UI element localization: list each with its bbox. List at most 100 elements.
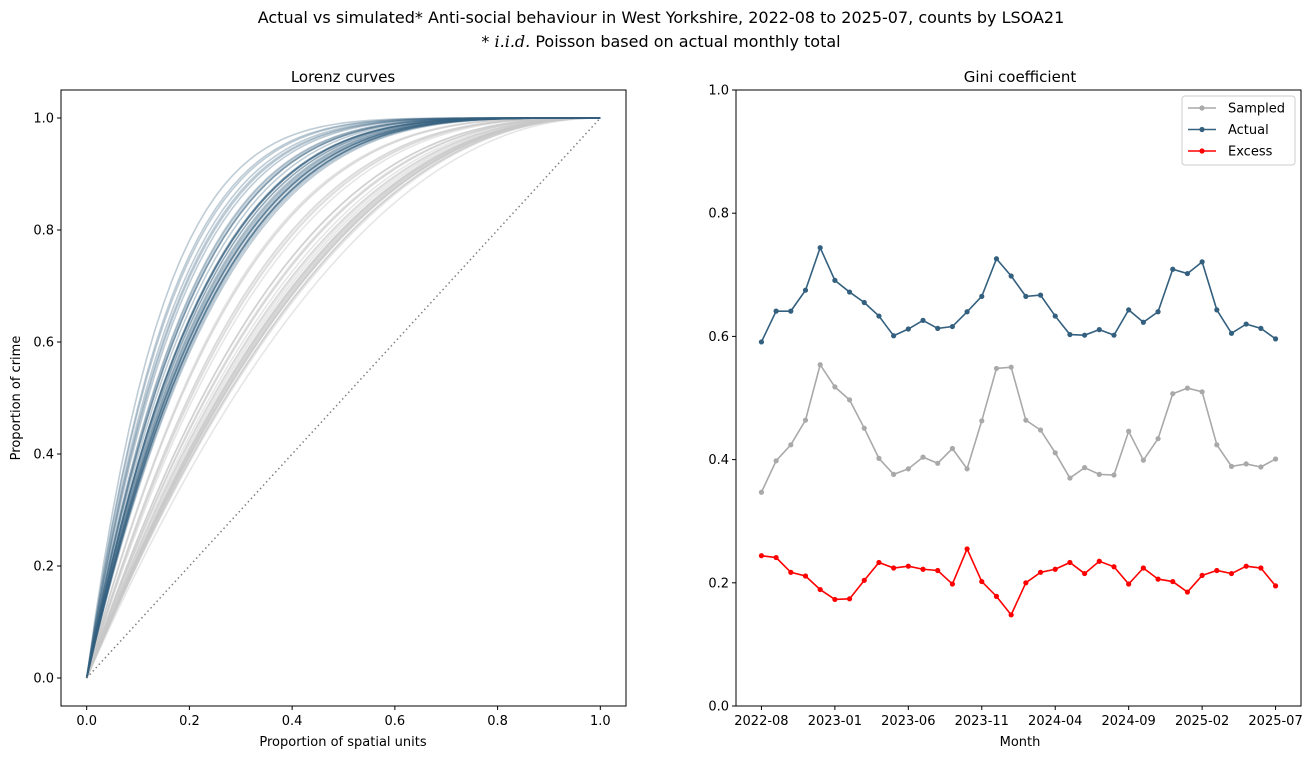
- gini-actual-point-12: [935, 325, 941, 331]
- lorenz-sampled-curve-13: [85, 117, 601, 679]
- gini-excess-point-14: [964, 546, 970, 552]
- lorenz-actual-curve-20: [85, 117, 601, 679]
- gini-actual-point-1: [773, 308, 779, 314]
- figure-title: Actual vs simulated* Anti-social behavio…: [258, 8, 1065, 27]
- lorenz-xtick-label-5: 1.0: [590, 714, 611, 729]
- lorenz-xlabel: Proportion of spatial units: [259, 735, 426, 750]
- gini-actual-point-6: [846, 289, 853, 295]
- lorenz-sampled-curve-9: [85, 117, 601, 679]
- lorenz-ytick-label-3: 0.6: [33, 336, 54, 351]
- gini-actual-point-13: [949, 323, 955, 330]
- lorenz-actual-curve-5: [85, 117, 601, 679]
- gini-excess-point-16: [993, 593, 1000, 599]
- gini-actual-point-0: [758, 339, 765, 345]
- gini-excess-point-32: [1228, 570, 1235, 577]
- gini-excess-point-9: [891, 565, 897, 571]
- lorenz-actual-curve-2: [85, 117, 601, 679]
- gini-legend-sampled-marker: [1199, 105, 1205, 111]
- gini-sampled-point-20: [1052, 450, 1058, 456]
- lorenz-actual-curve-9: [85, 117, 601, 679]
- lorenz-actual-curve-29: [85, 117, 601, 679]
- gini-excess-point-17: [1008, 612, 1014, 618]
- gini-xtick-label-3: 2023-11: [955, 714, 1009, 729]
- gini-actual-point-5: [832, 277, 838, 283]
- lorenz-sampled-curve-14: [85, 117, 601, 679]
- lorenz-actual-curve-8: [85, 117, 601, 679]
- lorenz-sampled-curve-23: [85, 117, 601, 679]
- gini-xtick-label-4: 2024-04: [1028, 714, 1082, 729]
- lorenz-sampled-curve-2: [85, 117, 601, 679]
- lorenz-xtick-label-4: 0.8: [487, 714, 508, 729]
- lorenz-sampled-curve-16: [85, 117, 601, 679]
- gini-actual-point-28: [1170, 266, 1176, 272]
- lorenz-xtick-label-0: 0.0: [76, 714, 97, 729]
- gini-legend: Sampled Actual Excess: [1181, 95, 1296, 166]
- gini-sampled-point-28: [1170, 391, 1176, 397]
- lorenz-actual-curve-22: [85, 117, 601, 679]
- lorenz-actual-curve-27: [85, 117, 601, 679]
- gini-sampled-point-21: [1067, 475, 1073, 481]
- gini-actual-point-31: [1214, 307, 1220, 313]
- gini-legend-actual-marker: [1199, 126, 1205, 133]
- lorenz-ytick-label-2: 0.4: [33, 448, 54, 463]
- gini-excess-point-4: [817, 586, 823, 593]
- gini-actual-point-11: [920, 317, 926, 323]
- lorenz-actual-curve-30: [85, 117, 601, 679]
- gini-axes: 2022-08 2023-01 2023-06 2023-11 2024-04 2024-…: [708, 84, 1302, 730]
- gini-actual-point-34: [1258, 325, 1264, 331]
- lorenz-sampled-curve-30: [85, 117, 601, 679]
- gini-sampled-point-12: [935, 460, 941, 466]
- gini-sampled-point-18: [1023, 417, 1029, 423]
- gini-actual-point-2: [788, 308, 794, 314]
- gini-sampled-point-27: [1155, 436, 1161, 442]
- lorenz-actual-curve-13: [85, 117, 601, 679]
- lorenz-actual-curve-12: [85, 117, 601, 679]
- lorenz-actual-curve-26: [85, 117, 601, 679]
- lorenz-actual-curve-17: [85, 117, 601, 679]
- lorenz-sampled-curve-15: [85, 117, 601, 679]
- lorenz-sampled-curve-0: [85, 117, 601, 679]
- lorenz-actual-curve-4: [85, 117, 601, 679]
- gini-sampled-point-22: [1082, 465, 1088, 471]
- gini-actual-point-17: [1008, 273, 1014, 279]
- gini-chart: Gini coefficient 2022-08 2023-01 2023-06 20…: [708, 68, 1302, 750]
- gini-excess-point-34: [1258, 565, 1264, 571]
- lorenz-actual-curve-6: [85, 117, 601, 679]
- lorenz-actual-curve-0: [85, 117, 601, 679]
- lorenz-actual-curve-23: [85, 117, 601, 679]
- gini-sampled-point-30: [1199, 389, 1205, 395]
- lorenz-sampled-curve-33: [85, 117, 601, 679]
- gini-ytick-label-0: 0.0: [708, 700, 729, 715]
- gini-excess-point-31: [1214, 567, 1220, 574]
- gini-actual-point-25: [1126, 307, 1132, 313]
- gini-title: Gini coefficient: [964, 68, 1077, 86]
- lorenz-sampled-curve-5: [85, 117, 601, 679]
- lorenz-actual-curve-16: [85, 117, 601, 679]
- gini-actual-point-18: [1023, 293, 1029, 299]
- gini-sampled-point-10: [905, 466, 911, 472]
- lorenz-actual-curve-33: [85, 117, 601, 679]
- lorenz-actual-curve-35: [85, 117, 601, 679]
- lorenz-sampled-curve-22: [85, 117, 601, 679]
- gini-ytick-label-4: 0.8: [708, 207, 729, 222]
- lorenz-actual-curve-24: [85, 117, 601, 679]
- gini-excess-point-1: [773, 554, 779, 561]
- gini-sampled-point-8: [876, 455, 882, 461]
- lorenz-sampled-curve-24: [85, 117, 601, 679]
- lorenz-sampled-curve-27: [85, 117, 601, 679]
- lorenz-chart: Lorenz curves 0.0 0.2 0.4 0.6 0.8 1.00.00.20.…: [9, 68, 627, 750]
- lorenz-sampled-curve-25: [85, 117, 601, 679]
- gini-excess-point-6: [846, 596, 853, 602]
- lorenz-sampled-curve-31: [85, 117, 601, 679]
- gini-sampled-point-31: [1214, 442, 1220, 448]
- gini-sampled-point-5: [832, 384, 838, 390]
- lorenz-sampled-curve-19: [85, 117, 601, 679]
- gini-excess-point-19: [1037, 569, 1044, 575]
- gini-sampled-point-9: [891, 471, 897, 477]
- gini-excess-point-30: [1199, 572, 1205, 579]
- lorenz-xtick-label-3: 0.6: [385, 714, 406, 729]
- gini-excess-point-13: [949, 581, 955, 587]
- gini-actual-line: [760, 245, 1277, 343]
- gini-actual-point-24: [1111, 332, 1117, 338]
